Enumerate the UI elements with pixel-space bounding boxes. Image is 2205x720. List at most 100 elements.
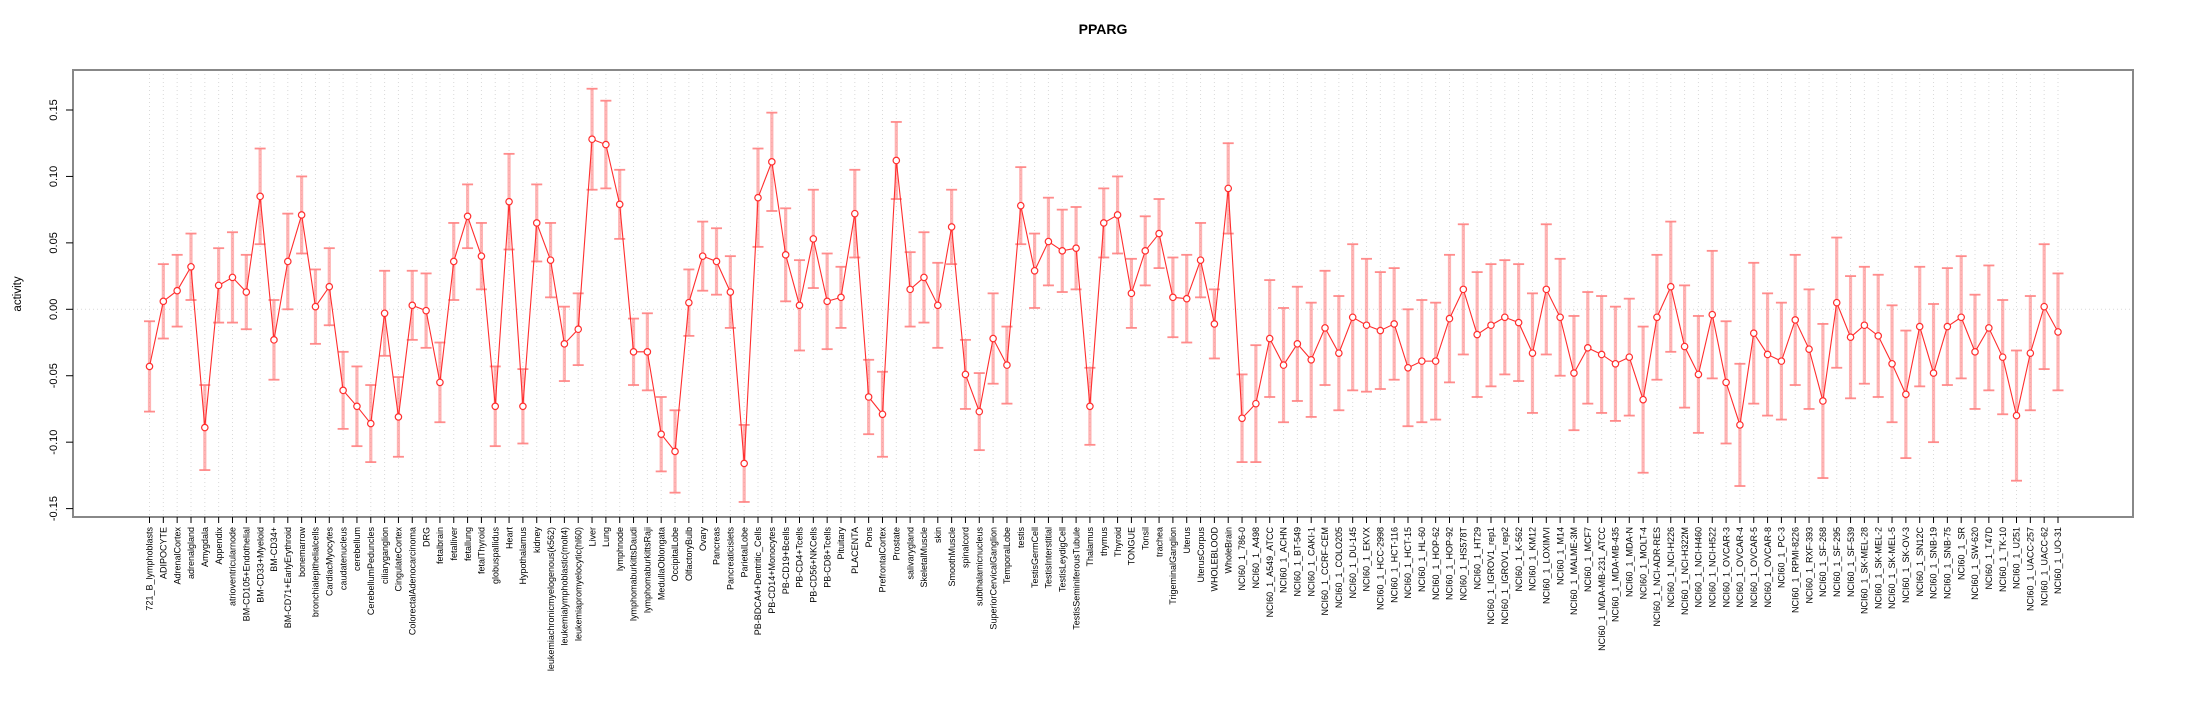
data-point — [878, 410, 887, 419]
data-point — [477, 252, 486, 260]
x-axis-label: NCI60_1_LOXIMVI — [1542, 527, 1552, 604]
x-axis-label: NCI60_1_TK-10 — [1998, 527, 2008, 592]
x-axis-label: NCI60_1_HCT-116 — [1389, 527, 1399, 603]
x-axis-label: NCI60_1_K-562 — [1514, 527, 1524, 592]
x-axis-label: NCI60_1_COLO205 — [1334, 527, 1344, 608]
data-point — [546, 256, 555, 264]
data-point — [1335, 349, 1343, 357]
x-axis-label: fetalliver — [449, 527, 459, 561]
x-axis-label: Uterus — [1182, 527, 1192, 554]
data-point — [228, 273, 237, 282]
x-axis-label: CardiacMyocytes — [324, 527, 334, 597]
x-axis-label: Pituitary — [836, 527, 846, 560]
data-point — [1044, 237, 1053, 246]
data-point — [1971, 348, 1979, 356]
x-axis-label: NCI60_1_NCI-H322M — [1680, 527, 1690, 615]
x-axis-label: NCI60_1_OVCAR-8 — [1763, 527, 1773, 608]
x-axis-label: NCI60_1_MDA-MB-231_ATCC — [1597, 527, 1607, 651]
x-axis-label: caudatenucleus — [338, 527, 348, 591]
data-point — [1639, 395, 1647, 404]
x-axis-label: SkeletalMuscle — [919, 527, 929, 588]
data-point — [2040, 302, 2048, 311]
x-axis-label: NCI60_1_SK-MEL-28 — [1860, 527, 1870, 614]
x-axis-label: BM-CD105+Endothelial — [242, 527, 252, 621]
x-axis-label: NCI60_1_OVCAR-4 — [1735, 527, 1745, 608]
data-point — [1113, 211, 1122, 219]
y-axis-tick-label: 0.00 — [48, 299, 60, 320]
data-point — [809, 235, 818, 243]
x-axis-label: NCI60_1_PC-3 — [1777, 527, 1787, 588]
data-point — [1224, 184, 1233, 193]
x-axis-label: Prostate — [892, 527, 902, 561]
x-axis-label: MedullaOblongata — [656, 527, 666, 600]
data-point — [187, 262, 195, 271]
x-axis-label: NCI60_1_OVCAR-5 — [1749, 527, 1759, 608]
data-point — [629, 348, 638, 356]
data-point — [311, 302, 320, 311]
x-axis-label: lymphnode — [615, 527, 625, 571]
x-axis-label: bonemarrow — [297, 527, 307, 578]
x-axis-label: fetallung — [463, 527, 473, 561]
data-point — [242, 288, 251, 296]
x-axis-label: TrigeminalGanglion — [1168, 527, 1178, 605]
data-point — [1708, 310, 1717, 319]
x-axis-label: TestisLeydigCell — [1057, 527, 1067, 592]
data-point — [1763, 350, 1772, 359]
data-point — [325, 282, 334, 291]
x-axis-label: NCI60_1_HS578T — [1459, 527, 1469, 601]
x-axis-label: DRG — [421, 527, 431, 547]
data-point — [1985, 324, 1993, 332]
data-point — [1473, 330, 1481, 339]
data-point — [1501, 313, 1509, 322]
x-axis-label: NCI60_1_MDA-MB-435 — [1611, 527, 1621, 622]
data-point — [781, 251, 790, 259]
data-point — [989, 334, 997, 343]
data-point — [1570, 369, 1578, 377]
data-point — [671, 447, 679, 456]
x-axis-label: Thalamus — [1085, 527, 1095, 567]
data-point — [1182, 294, 1191, 303]
x-axis-label: NCI60_1_NCI-H226 — [1666, 527, 1676, 608]
data-point — [366, 419, 375, 428]
plot-border-box — [72, 69, 2134, 518]
data-point — [602, 140, 610, 149]
x-axis-label: testis — [1016, 527, 1026, 549]
x-axis-label: NCI60_1_NCI-H460 — [1694, 527, 1704, 608]
data-point — [1819, 397, 1827, 405]
x-axis-label: NCI60_1_T47D — [1984, 527, 1994, 590]
x-axis-label: PB-CD56+NKCells — [809, 527, 819, 603]
x-axis-label: NCI60_1_HOP-92 — [1445, 527, 1455, 600]
data-point — [698, 252, 707, 260]
x-axis-label: NCI60_1_A498 — [1251, 527, 1261, 589]
data-point — [1099, 219, 1108, 227]
data-point — [1279, 361, 1288, 369]
x-axis-label: BM-CD71+EarlyErythroid — [283, 527, 293, 628]
data-point — [1832, 298, 1841, 307]
x-axis-label: NCI60_1_IGROV1_rep1 — [1486, 527, 1496, 625]
data-point — [1238, 414, 1246, 423]
x-axis-label: thymus — [1099, 527, 1109, 557]
data-point — [1805, 345, 1813, 353]
x-axis-label: NCI60_1_MALME-3M — [1569, 527, 1579, 615]
data-point — [643, 348, 652, 356]
data-point — [768, 158, 776, 166]
data-point — [173, 286, 181, 295]
x-axis-label: NCI60_1_786-0 — [1237, 527, 1247, 591]
x-axis-label: PB-CD4+Tcells — [795, 527, 805, 588]
x-axis-label: NCI60_1_HCC-2998 — [1376, 527, 1386, 610]
data-point — [436, 378, 444, 387]
x-axis-label: fetalThyroid — [477, 527, 487, 574]
x-axis: 721_B_lymphoblasts ADIPOCYTE AdrenalCortex… — [145, 517, 2063, 671]
x-axis-label: lymphomaburkittsRaji — [643, 527, 653, 613]
data-point — [1016, 201, 1025, 210]
data-point — [588, 135, 596, 144]
x-axis-label: NCI60_1_BT-549 — [1293, 527, 1303, 597]
x-axis-label: NCI60_1_CCRF-CEM — [1320, 527, 1330, 616]
data-point — [1321, 324, 1329, 332]
x-axis-label: NCI60_1_OVCAR-3 — [1721, 527, 1731, 608]
data-point — [933, 301, 942, 310]
data-point — [1556, 313, 1564, 322]
data-point — [615, 200, 624, 209]
data-point — [270, 336, 278, 344]
x-axis-label: fetalbrain — [435, 527, 445, 564]
